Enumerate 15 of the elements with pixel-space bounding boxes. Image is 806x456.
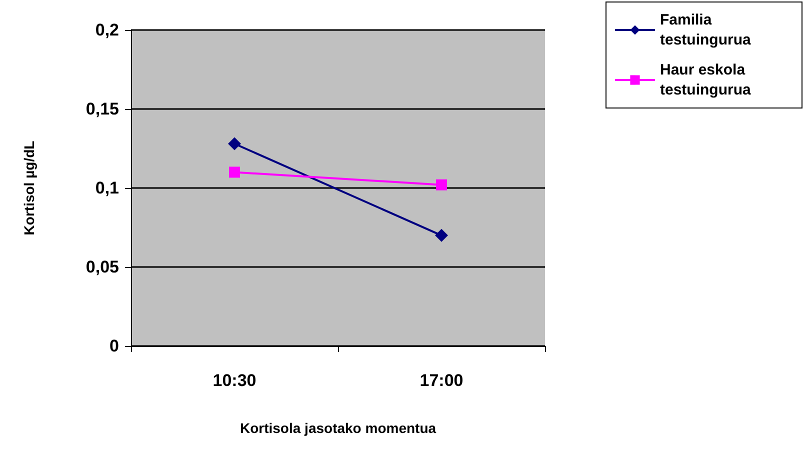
point	[436, 179, 447, 190]
y-tick-label: 0,2	[95, 20, 119, 40]
x-tick-label: 10:30	[212, 371, 256, 390]
y-axis-title: Kortisol µg/dL	[21, 140, 37, 236]
legend-label: Haur eskola testuingurua	[660, 62, 752, 98]
x-tick-label: 17:00	[420, 371, 464, 390]
y-tick-label: 0,1	[95, 178, 119, 198]
x-axis-title: Kortisola jasotako momentua	[240, 420, 436, 436]
legend-label: Familia testuingurua	[660, 12, 752, 48]
point	[228, 137, 241, 150]
y-tick-label: 0,15	[86, 100, 119, 118]
y-tick-label: 0,05	[86, 258, 119, 276]
point	[435, 228, 448, 242]
point	[229, 166, 240, 178]
y-tick-label: 0	[110, 336, 119, 356]
